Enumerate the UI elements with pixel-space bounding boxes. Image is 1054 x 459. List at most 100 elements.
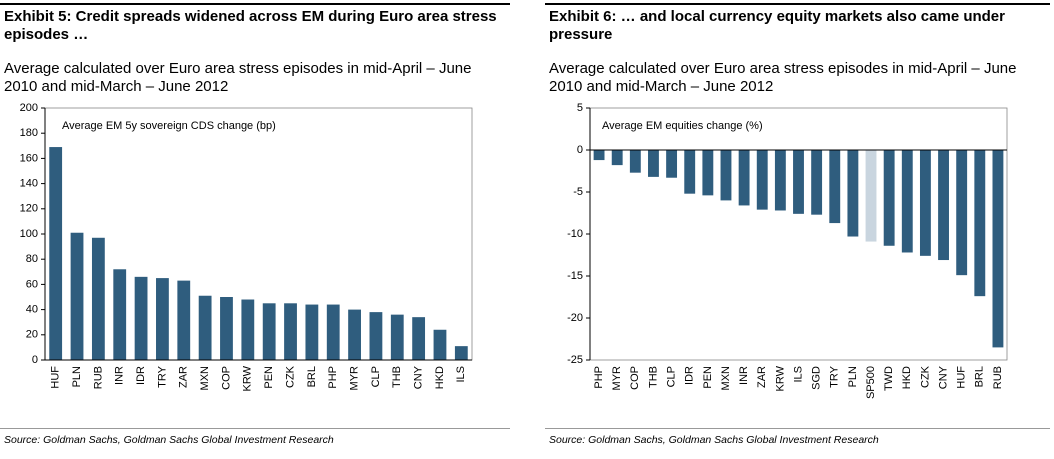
bar <box>49 147 63 360</box>
bar <box>648 150 659 177</box>
x-tick-label: KRW <box>774 365 786 391</box>
y-tick-label: 40 <box>26 304 38 316</box>
bar <box>433 329 447 360</box>
bar <box>829 150 841 224</box>
y-tick-label: 60 <box>26 278 38 290</box>
subtitle: Average calculated over Euro area stress… <box>4 60 472 95</box>
bar <box>198 295 212 360</box>
bar <box>305 304 319 360</box>
bar <box>919 150 931 256</box>
bar <box>134 276 148 360</box>
y-tick-label: 140 <box>20 178 38 190</box>
bar <box>811 150 823 215</box>
x-tick-label: ILS <box>792 366 804 383</box>
x-tick-label: BRL <box>974 366 986 387</box>
x-tick-label: ZAR <box>756 366 768 388</box>
x-tick-label: SGD <box>811 366 823 390</box>
x-tick-label: COP <box>220 366 232 390</box>
x-tick-label: MXN <box>199 366 211 391</box>
x-tick-label: HUF <box>956 366 968 389</box>
panel: Exhibit 6: … and local currency equity m… <box>545 0 1054 459</box>
x-tick-label: IDR <box>135 366 147 385</box>
bar <box>720 150 732 201</box>
x-tick-label: CNY <box>413 365 425 389</box>
x-tick-label: CZK <box>919 365 931 388</box>
x-tick-label: THB <box>391 366 403 388</box>
y-tick-label: -25 <box>567 354 583 366</box>
bar <box>412 317 426 360</box>
x-tick-label: CLP <box>665 366 677 387</box>
bar <box>326 304 340 360</box>
x-tick-label: MYR <box>611 366 623 391</box>
bar <box>284 303 297 360</box>
y-tick-label: 180 <box>20 127 38 139</box>
source: Source: Goldman Sachs, Goldman Sachs Glo… <box>4 434 334 446</box>
bar <box>847 150 859 237</box>
x-tick-label: CZK <box>284 365 296 388</box>
bar <box>793 150 804 214</box>
x-tick-label: BRL <box>306 366 318 387</box>
x-tick-label: ILS <box>455 366 467 383</box>
rule <box>0 428 510 429</box>
bar <box>702 150 714 196</box>
x-tick-label: MXN <box>720 366 732 391</box>
annotation: Average EM equities change (%) <box>602 120 763 132</box>
x-tick-label: PLN <box>71 366 83 387</box>
x-tick-label: COP <box>629 366 641 390</box>
y-tick-label: 120 <box>20 203 38 215</box>
chart: -25 -20 -15 -10 -5 0 5 Average EM equities chan… <box>567 102 1008 399</box>
y-tick-label: 0 <box>577 144 583 156</box>
bar <box>241 299 255 360</box>
title: Exhibit 6: … and local currency equity m… <box>549 8 1005 43</box>
bar <box>738 150 750 206</box>
bar <box>91 237 105 360</box>
y-tick-label: 5 <box>577 102 583 114</box>
x-tick-label: INR <box>738 366 750 385</box>
chart: 0 20 40 60 80 100 120 140 160 180 200 Average EM 5y… <box>20 102 473 391</box>
x-tick-label: HKD <box>901 366 913 389</box>
x-tick-label: IDR <box>684 366 696 385</box>
x-tick-label: PEN <box>702 366 714 389</box>
x-tick-label: TWD <box>883 366 895 391</box>
bar <box>220 297 233 360</box>
y-tick-label: -20 <box>567 312 583 324</box>
x-tick-label: THB <box>647 366 659 388</box>
x-tick-label: CNY <box>937 365 949 389</box>
bar <box>974 150 986 297</box>
title: Exhibit 5: Credit spreads widened across… <box>4 8 497 43</box>
bar <box>865 150 877 242</box>
bar <box>883 150 895 246</box>
x-tick-label: HKD <box>434 366 446 389</box>
bar <box>992 150 1004 348</box>
panel: Exhibit 5: Credit spreads widened across… <box>0 0 525 459</box>
bar <box>593 150 605 161</box>
y-tick-label: -5 <box>573 186 583 198</box>
x-tick-label: CLP <box>370 366 382 387</box>
subtitle: Average calculated over Euro area stress… <box>549 60 1017 95</box>
bar <box>369 312 383 360</box>
bar <box>684 150 696 194</box>
y-tick-label: -15 <box>567 270 583 282</box>
x-tick-label: SP500 <box>865 366 877 399</box>
x-tick-label: ZAR <box>178 366 190 388</box>
bar <box>956 150 968 276</box>
bar <box>666 150 678 178</box>
bar <box>629 150 641 173</box>
rule <box>0 3 510 5</box>
x-tick-label: RUB <box>992 366 1004 389</box>
x-tick-label: PHP <box>327 366 339 389</box>
y-tick-label: 20 <box>26 329 38 341</box>
rule <box>545 428 1050 429</box>
bar <box>774 150 786 211</box>
rule <box>545 3 1050 5</box>
x-tick-label: KRW <box>242 365 254 391</box>
x-tick-label: RUB <box>92 366 104 389</box>
x-tick-label: HUF <box>50 366 62 389</box>
bar <box>611 150 623 166</box>
y-tick-label: 80 <box>26 253 38 265</box>
bar <box>262 303 276 360</box>
y-tick-label: -10 <box>567 228 583 240</box>
bar <box>113 269 127 360</box>
y-tick-label: 200 <box>20 102 38 114</box>
